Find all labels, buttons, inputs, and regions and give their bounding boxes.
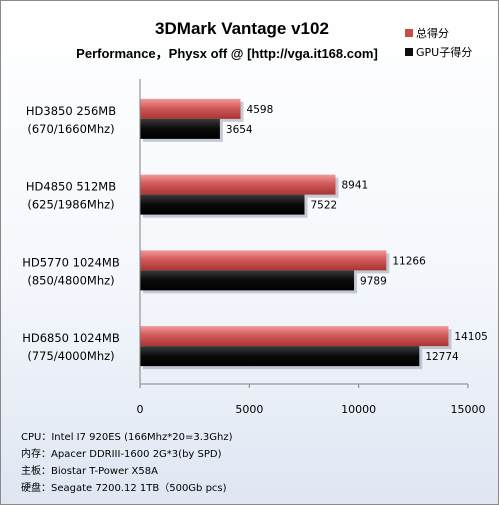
bar-total-1 <box>140 174 336 195</box>
category-label-1-1: (625/1986Mhz) <box>27 198 114 212</box>
spec-motherboard: 主板：Biostar T-Power X58A <box>21 466 158 477</box>
legend: 总得分 GPU子得分 <box>405 26 472 59</box>
legend-swatch-total <box>405 29 413 37</box>
chart-subtitle: Performance，Physx off @ [http://vga.it16… <box>76 46 378 61</box>
category-label-3-0: HD6850 1024MB <box>22 331 120 345</box>
data-label-total-0: 4598 <box>247 104 274 116</box>
category-label-0-1: (670/1660Mhz) <box>27 122 114 136</box>
bar-gpu-2 <box>140 270 355 291</box>
spec-memory: 内存：Apacer DDRIII-1600 2G*3(by SPD) <box>21 449 222 460</box>
bar-gpu-3 <box>140 346 420 367</box>
data-label-gpu-3: 12774 <box>425 351 459 363</box>
data-label-gpu-1: 7522 <box>310 200 337 212</box>
data-label-total-2: 11266 <box>392 255 426 267</box>
bar-gpu-0 <box>140 118 220 139</box>
x-tick-label-1: 5000 <box>235 403 263 416</box>
plot-area: 4598 3654 HD3850 256MB (670/1660Mhz) 8941 752… <box>22 79 488 416</box>
x-tick-label-3: 15000 <box>451 403 486 416</box>
data-label-gpu-0: 3654 <box>226 124 253 136</box>
x-tick-label-2: 10000 <box>341 403 376 416</box>
spec-hard-disk: 硬盘：Seagate 7200.12 1TB（500Gb pcs) <box>21 483 227 494</box>
bar-total-2 <box>140 250 387 271</box>
bar-total-3 <box>140 326 449 347</box>
bar-chart: 3DMark Vantage v102 Performance，Physx of… <box>22 19 488 416</box>
bar-gpu-1 <box>140 194 305 215</box>
legend-label-total: 总得分 <box>416 26 449 40</box>
x-tick-label-0: 0 <box>137 403 144 416</box>
data-label-total-3: 14105 <box>454 331 487 343</box>
legend-label-gpu: GPU子得分 <box>416 46 472 59</box>
spec-cpu: CPU：Intel I7 920ES (166Mhz*20=3.3Ghz) <box>21 432 233 443</box>
data-label-total-1: 8941 <box>342 180 369 192</box>
category-label-2-0: HD5770 1024MB <box>22 255 120 269</box>
chart-title: 3DMark Vantage v102 <box>155 19 329 38</box>
category-label-1-0: HD4850 512MB <box>26 180 116 194</box>
legend-swatch-gpu <box>405 48 413 56</box>
category-label-3-1: (775/4000Mhz) <box>27 349 114 363</box>
test-system-specs: CPU：Intel I7 920ES (166Mhz*20=3.3Ghz) 内存… <box>21 429 491 497</box>
data-label-gpu-2: 9789 <box>360 275 387 287</box>
category-label-2-1: (850/4800Mhz) <box>27 273 114 287</box>
category-label-0-0: HD3850 256MB <box>26 104 116 118</box>
bar-total-0 <box>140 98 241 119</box>
